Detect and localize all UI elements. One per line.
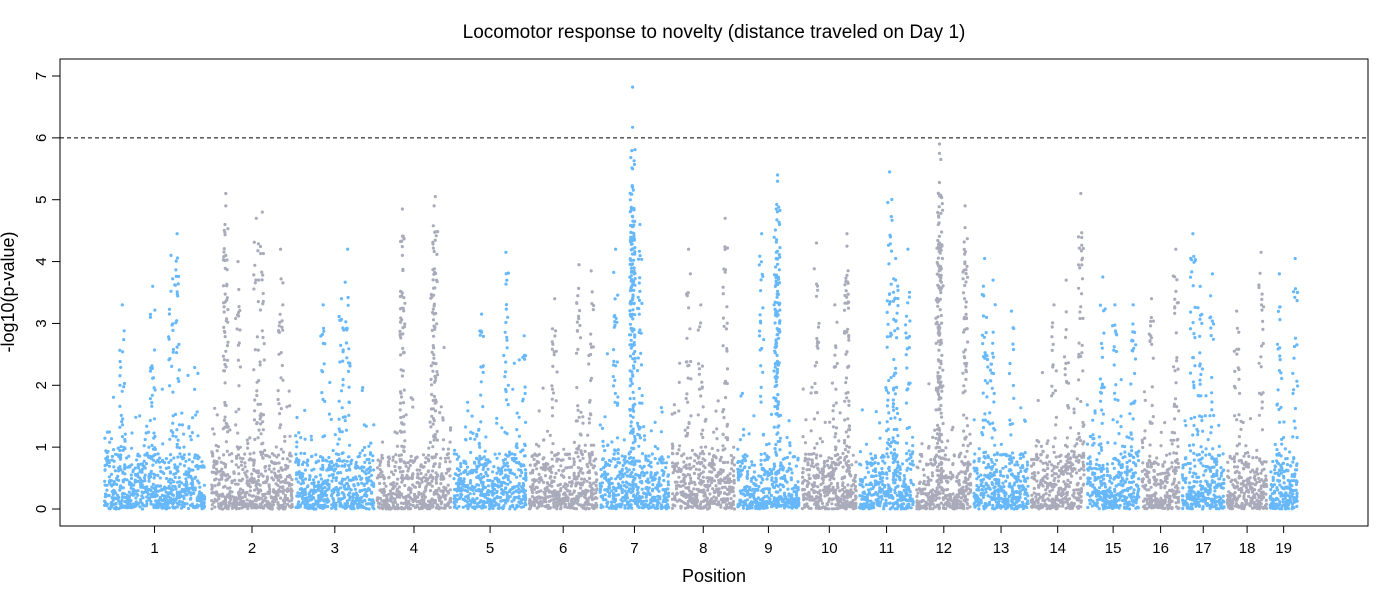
- y-tick-label: 7: [33, 72, 50, 80]
- x-tick-label-chr-19: 19: [1275, 540, 1292, 557]
- data-points: [103, 85, 1300, 511]
- x-tick-label-chr-18: 18: [1239, 540, 1256, 557]
- x-tick-label-chr-4: 4: [410, 540, 418, 557]
- x-tick-label-chr-2: 2: [248, 540, 256, 557]
- x-tick-label-chr-14: 14: [1049, 540, 1066, 557]
- x-tick-label-chr-10: 10: [821, 540, 838, 557]
- y-tick-label: 0: [33, 505, 50, 513]
- y-tick-label: 5: [33, 196, 50, 204]
- x-tick-label-chr-16: 16: [1152, 540, 1169, 557]
- x-axis: 1 2 3 4 5 6 7 8 9 10 11 12 13 14 15 16 17 18 19: [150, 525, 1292, 557]
- x-tick-label-chr-9: 9: [764, 540, 772, 557]
- y-tick-label: 4: [33, 257, 50, 265]
- points-even-chromosomes: [210, 142, 1269, 511]
- chart-title: Locomotor response to novelty (distance …: [463, 22, 966, 43]
- x-tick-label-chr-5: 5: [486, 540, 494, 557]
- x-tick-label-chr-11: 11: [879, 540, 895, 557]
- y-tick-label: 2: [33, 381, 50, 389]
- x-tick-label-chr-7: 7: [630, 540, 638, 557]
- x-tick-label-chr-12: 12: [935, 540, 952, 557]
- y-axis: 0 1 2 3 4 5 6 7: [33, 72, 61, 513]
- x-tick-label-chr-1: 1: [150, 540, 158, 557]
- x-tick-label-chr-15: 15: [1105, 540, 1122, 557]
- points-odd-chromosomes: [103, 85, 1300, 511]
- x-tick-label-chr-6: 6: [559, 540, 567, 557]
- x-tick-label-chr-13: 13: [993, 540, 1010, 557]
- y-axis-label: -log10(p-value): [0, 231, 18, 352]
- y-tick-label: 6: [33, 134, 50, 142]
- y-tick-label: 3: [33, 319, 50, 327]
- x-tick-label-chr-8: 8: [699, 540, 707, 557]
- x-tick-label-chr-17: 17: [1195, 540, 1212, 557]
- x-tick-label-chr-3: 3: [331, 540, 339, 557]
- x-axis-label: Position: [682, 566, 746, 586]
- y-tick-label: 1: [33, 443, 50, 451]
